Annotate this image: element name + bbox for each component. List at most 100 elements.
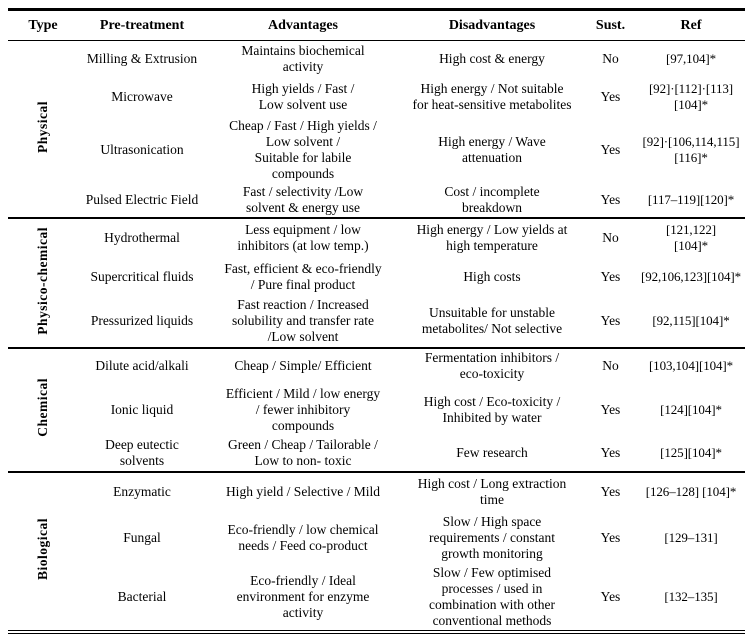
table-row: Pressurized liquids Fast reaction / Incr… bbox=[8, 296, 745, 348]
advantages-cell: High yield / Selective / Mild bbox=[225, 484, 381, 499]
advantages-cell: Cheap / Fast / High yields / Low solvent… bbox=[229, 117, 377, 181]
reference-cell: [126–128] [104]* bbox=[645, 484, 737, 499]
group-chemical: Chemical Dilute acid/alkali Cheap / Simp… bbox=[8, 347, 745, 472]
pretreatment-cell: Milling & Extrusion bbox=[86, 50, 198, 66]
pretreatment-cell: Enzymatic bbox=[113, 484, 171, 499]
col-header-pretreatment: Pre-treatment bbox=[78, 9, 206, 41]
group-physical: Physical Milling & Extrusion Maintains b… bbox=[8, 41, 745, 218]
disadvantages-cell: Fermentation inhibitors / eco-toxicity bbox=[424, 350, 560, 381]
sustainability-cell: Yes bbox=[600, 141, 621, 157]
pretreatment-cell: Microwave bbox=[111, 88, 173, 104]
col-header-ref: Ref bbox=[637, 9, 745, 41]
disadvantages-cell: High energy / Not suitable for heat-sens… bbox=[412, 80, 572, 112]
reference-cell: [92,115][104]* bbox=[652, 313, 730, 328]
type-group-cell: Physical bbox=[8, 41, 78, 218]
sustainability-cell: Yes bbox=[600, 484, 621, 499]
reference-cell: [92]·[112]·[113] [104]* bbox=[648, 80, 734, 112]
table-row: Fungal Eco-friendly / low chemical needs… bbox=[8, 512, 745, 564]
pretreatment-cell: Deep eutectic solvents bbox=[105, 437, 179, 468]
reference-cell: [92,106,123][104]* bbox=[640, 268, 742, 284]
pretreatment-cell: Hydrothermal bbox=[104, 230, 180, 245]
sustainability-cell: Yes bbox=[600, 445, 621, 460]
reference-cell: [97,104]* bbox=[665, 50, 716, 66]
disadvantages-cell: Slow / Few optimised processes / used in… bbox=[429, 564, 555, 628]
pretreatment-table: Type Pre-treatment Advantages Disadvanta… bbox=[8, 8, 745, 630]
disadvantages-cell: Cost / incomplete breakdown bbox=[444, 183, 540, 215]
disadvantages-cell: High cost / Eco-toxicity / Inhibited by … bbox=[423, 393, 561, 425]
table-row: Physico-chemical Hydrothermal Less equip… bbox=[8, 218, 745, 334]
disadvantages-cell: High cost / Long extraction time bbox=[417, 476, 567, 507]
sustainability-cell: No bbox=[602, 50, 619, 66]
advantages-cell: Green / Cheap / Tailorable / Low to non-… bbox=[228, 437, 378, 468]
reference-cell: [121,122] [104]* bbox=[665, 222, 716, 253]
advantages-cell: Fast reaction / Increased solubility and… bbox=[231, 297, 375, 344]
sustainability-cell: Yes bbox=[600, 191, 621, 207]
table-row: Deep eutectic solvents Green / Cheap / T… bbox=[8, 436, 745, 472]
advantages-cell: High yields / Fast / Low solvent use bbox=[251, 80, 355, 112]
col-header-type: Type bbox=[8, 9, 78, 41]
pretreatment-cell: Ionic liquid bbox=[110, 401, 174, 417]
disadvantages-cell: Unsuitable for unstable metabolites/ Not… bbox=[421, 305, 563, 336]
disadvantages-cell: High energy / Low yields at high tempera… bbox=[416, 222, 568, 253]
advantages-cell: Fast / selectivity /Low solvent & energy… bbox=[242, 183, 364, 215]
col-header-sustainability: Sust. bbox=[584, 9, 637, 41]
advantages-cell: Fast, efficient & eco-friendly / Pure fi… bbox=[224, 260, 382, 292]
sustainability-cell: No bbox=[602, 358, 619, 373]
reference-cell: [124][104]* bbox=[660, 401, 722, 417]
table-row: Chemical Dilute acid/alkali Cheap / Simp… bbox=[8, 348, 745, 437]
table-row: Bacterial Eco-friendly / Ideal environme… bbox=[8, 564, 745, 630]
reference-cell: [132–135] bbox=[664, 588, 718, 604]
reference-cell: [103,104][104]* bbox=[648, 358, 734, 373]
table-header: Type Pre-treatment Advantages Disadvanta… bbox=[8, 9, 745, 41]
reference-cell: [129–131] bbox=[664, 529, 718, 545]
advantages-cell: Maintains biochemical activity bbox=[241, 42, 365, 74]
sustainability-cell: Yes bbox=[600, 88, 621, 104]
group-physico-chemical: Physico-chemical Hydrothermal Less equip… bbox=[8, 217, 745, 348]
type-label: Physical bbox=[35, 100, 50, 153]
reference-cell: [125][104]* bbox=[660, 445, 722, 460]
table-row: Ionic liquid Efficient / Mild / low ener… bbox=[8, 384, 745, 436]
disadvantages-cell: Slow / High space requirements / constan… bbox=[429, 513, 555, 561]
advantages-cell: Less equipment / low inhibitors (at low … bbox=[237, 222, 369, 253]
table-row: Pulsed Electric Field Fast / selectivity… bbox=[8, 183, 745, 218]
sustainability-cell: Yes bbox=[600, 588, 621, 604]
pretreatment-cell: Dilute acid/alkali bbox=[95, 358, 189, 373]
header-row: Type Pre-treatment Advantages Disadvanta… bbox=[8, 9, 745, 41]
advantages-cell: Eco-friendly / low chemical needs / Feed… bbox=[227, 521, 379, 553]
pretreatment-cell: Supercritical fluids bbox=[90, 268, 194, 284]
col-header-disadvantages: Disadvantages bbox=[400, 9, 584, 41]
table-row: Supercritical fluids Fast, efficient & e… bbox=[8, 258, 745, 296]
table-row: Physical Milling & Extrusion Maintains b… bbox=[8, 41, 745, 153]
pretreatment-cell: Ultrasonication bbox=[100, 141, 184, 157]
type-label: Physico-chemical bbox=[35, 226, 50, 335]
type-group-cell: Biological bbox=[8, 472, 78, 630]
advantages-cell: Eco-friendly / Ideal environment for enz… bbox=[236, 572, 370, 620]
advantages-cell: Efficient / Mild / low energy / fewer in… bbox=[225, 385, 381, 433]
table-row: Biological Enzymatic High yield / Select… bbox=[8, 472, 745, 580]
sustainability-cell: Yes bbox=[600, 268, 621, 284]
disadvantages-cell: High cost & energy bbox=[439, 50, 545, 66]
sustainability-cell: Yes bbox=[600, 401, 621, 417]
sustainability-cell: Yes bbox=[600, 313, 621, 328]
type-label: Biological bbox=[35, 518, 50, 580]
disadvantages-cell: High costs bbox=[463, 268, 521, 284]
type-group-cell: Physico-chemical bbox=[8, 218, 78, 348]
table-bottom-rule bbox=[8, 629, 745, 634]
sustainability-cell: Yes bbox=[600, 529, 621, 545]
pretreatment-cell: Bacterial bbox=[117, 588, 167, 604]
pretreatment-cell: Pressurized liquids bbox=[90, 313, 194, 328]
disadvantages-cell: Few research bbox=[456, 445, 528, 460]
reference-cell: [117–119][120]* bbox=[647, 191, 735, 207]
table-row: Microwave High yields / Fast / Low solve… bbox=[8, 77, 745, 117]
advantages-cell: Cheap / Simple/ Efficient bbox=[234, 358, 372, 373]
reference-cell: [92]·[106,114,115] [116]* bbox=[642, 133, 740, 165]
sustainability-cell: No bbox=[602, 230, 619, 245]
pretreatment-cell: Fungal bbox=[123, 529, 161, 545]
group-biological: Biological Enzymatic High yield / Select… bbox=[8, 471, 745, 630]
type-group-cell: Chemical bbox=[8, 348, 78, 472]
table-row: Ultrasonication Cheap / Fast / High yiel… bbox=[8, 117, 745, 183]
type-label: Chemical bbox=[35, 378, 50, 437]
disadvantages-cell: High energy / Wave attenuation bbox=[438, 133, 546, 165]
col-header-advantages: Advantages bbox=[206, 9, 400, 41]
